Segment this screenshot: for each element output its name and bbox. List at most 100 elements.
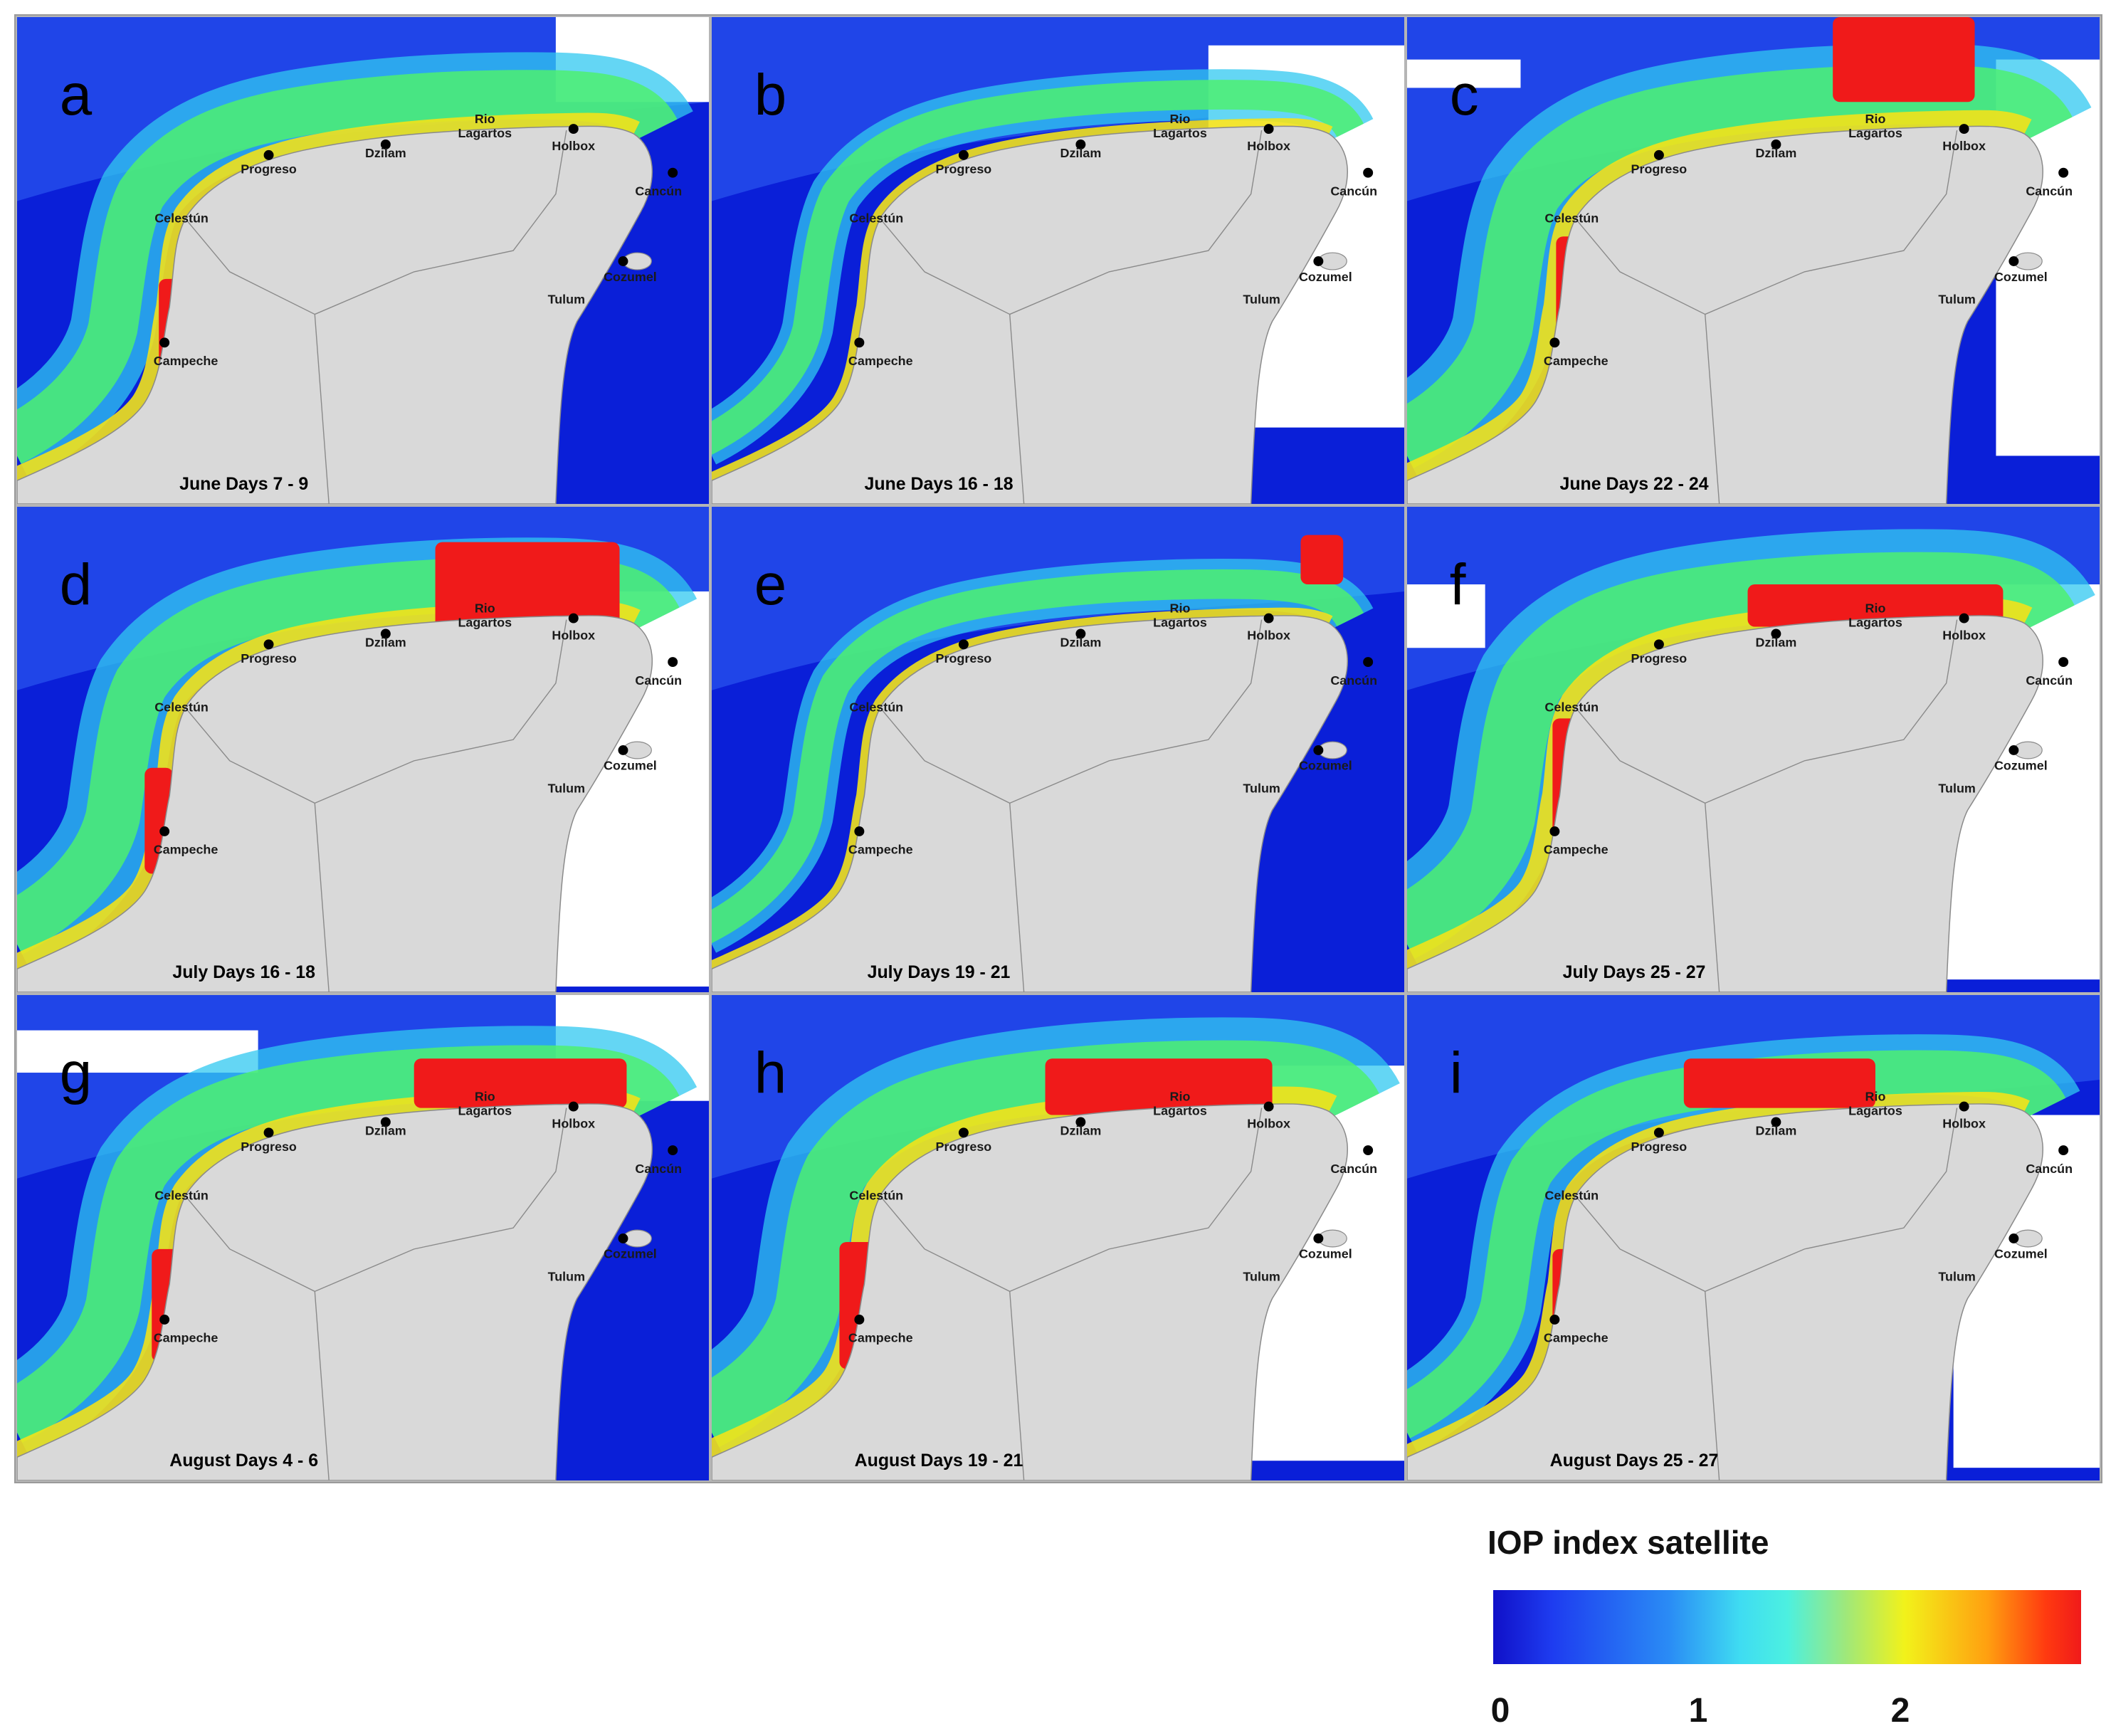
place-label-celestun: Celestún	[849, 211, 903, 225]
place-marker	[668, 1145, 678, 1156]
place-label-dzilam: Dzilam	[365, 1123, 406, 1137]
place-label-dzilam: Dzilam	[1756, 146, 1797, 160]
place-marker	[568, 1101, 579, 1112]
place-label-rio: Rio	[1170, 601, 1191, 616]
place-label-cancun: Cancún	[2026, 1162, 2073, 1176]
place-label-tulum: Tulum	[548, 782, 585, 796]
map-panel-g: g Progreso Dzilam Rio Lagartos Holbox Cancún C…	[16, 994, 710, 1482]
place-marker	[263, 149, 274, 160]
legend-title: IOP index satellite	[1488, 1524, 1769, 1561]
high-iop-patch	[414, 1058, 627, 1108]
place-marker	[1959, 613, 1969, 624]
high-iop-patch	[1833, 17, 1975, 102]
place-marker	[1549, 826, 1560, 836]
turbid-band-mid	[17, 70, 678, 464]
state-border	[186, 220, 330, 504]
place-label-campeche: Campeche	[848, 843, 913, 857]
place-marker	[958, 1127, 969, 1138]
place-marker	[1363, 167, 1374, 178]
place-label-cancun: Cancún	[2026, 673, 2073, 688]
place-marker	[2008, 745, 2019, 755]
map-panel-f: f Progreso Dzilam Rio Lagartos Holbox Cancún C…	[1406, 505, 2101, 994]
map-panel-h: h Progreso Dzilam Rio Lagartos Holbox Cancún C…	[710, 994, 1406, 1482]
state-border	[315, 1108, 567, 1292]
panel-letter: i	[1450, 1041, 1463, 1105]
place-label-lagartos: Lagartos	[458, 616, 512, 630]
place-label-cancun: Cancún	[2026, 184, 2073, 199]
place-label-rio: Rio	[1865, 112, 1886, 126]
map-panel-b: b Progreso Dzilam Rio Lagartos Holbox Cancún C…	[710, 16, 1406, 505]
place-label-progreso: Progreso	[241, 1140, 297, 1154]
place-label-dzilam: Dzilam	[1756, 635, 1797, 649]
place-label-rio: Rio	[475, 601, 495, 616]
place-label-lagartos: Lagartos	[1153, 616, 1207, 630]
place-marker	[854, 337, 865, 348]
place-marker	[159, 1315, 170, 1325]
place-marker	[1363, 1145, 1374, 1156]
place-label-cozumel: Cozumel	[1994, 1247, 2048, 1261]
high-iop-patch	[1300, 535, 1344, 585]
place-marker	[1313, 1233, 1324, 1243]
place-marker	[958, 639, 969, 650]
place-label-cancun: Cancún	[1330, 184, 1377, 199]
place-label-holbox: Holbox	[1247, 1116, 1290, 1130]
place-label-progreso: Progreso	[241, 651, 297, 666]
map-panel-e: e Progreso Dzilam Rio Lagartos Holbox Cancún C…	[710, 505, 1406, 994]
place-label-rio: Rio	[1170, 1090, 1191, 1104]
place-label-dzilam: Dzilam	[365, 146, 406, 160]
place-label-tulum: Tulum	[1938, 293, 1975, 307]
place-label-cozumel: Cozumel	[604, 270, 657, 284]
panel-date-label: August Days 19 - 21	[855, 1451, 1023, 1471]
place-marker	[1549, 337, 1560, 348]
place-marker	[1075, 1117, 1086, 1127]
place-marker	[380, 139, 391, 149]
place-marker	[1075, 628, 1086, 639]
place-label-cancun: Cancún	[1330, 1162, 1377, 1176]
map-panel-d: d Progreso Dzilam Rio Lagartos Holbox Cancún C…	[16, 505, 710, 994]
place-label-holbox: Holbox	[1942, 139, 1986, 153]
place-label-cozumel: Cozumel	[1994, 270, 2048, 284]
place-marker	[618, 256, 628, 266]
place-label-lagartos: Lagartos	[1848, 126, 1902, 140]
state-border	[1705, 1108, 1958, 1292]
nodata-area	[1407, 59, 1521, 88]
turbid-band-mid	[1407, 1050, 2066, 1438]
place-label-rio: Rio	[1170, 112, 1191, 126]
place-label-dzilam: Dzilam	[1060, 146, 1102, 160]
place-label-campeche: Campeche	[848, 1331, 913, 1345]
legend-colorbar	[1493, 1590, 2081, 1664]
map-panel-a: a Progreso Dzilam Rio Lagartos Holbox Cancún C…	[16, 16, 710, 505]
place-label-cozumel: Cozumel	[1994, 759, 2048, 773]
place-label-lagartos: Lagartos	[1848, 1104, 1902, 1118]
panel-date-label: June Days 22 - 24	[1559, 474, 1708, 494]
yucatan-land	[17, 125, 653, 504]
state-border	[1705, 130, 1958, 315]
place-label-campeche: Campeche	[1544, 1331, 1609, 1345]
place-label-progreso: Progreso	[1631, 162, 1688, 177]
place-label-holbox: Holbox	[552, 1116, 595, 1130]
legend-tick-2: 2	[1890, 1692, 1910, 1730]
place-marker	[568, 613, 579, 624]
place-label-cancun: Cancún	[1330, 673, 1377, 688]
place-marker	[159, 826, 170, 836]
place-label-holbox: Holbox	[552, 628, 595, 642]
panel-date-label: August Days 4 - 6	[169, 1451, 318, 1471]
place-label-campeche: Campeche	[154, 1331, 219, 1345]
place-marker	[1653, 639, 1664, 650]
place-marker	[1263, 613, 1274, 624]
place-label-dzilam: Dzilam	[365, 635, 406, 649]
place-marker	[854, 1315, 865, 1325]
place-marker	[2008, 1233, 2019, 1243]
place-marker	[1313, 745, 1324, 755]
state-border	[1009, 130, 1263, 315]
place-label-campeche: Campeche	[1544, 843, 1609, 857]
place-marker	[263, 1127, 274, 1138]
place-label-celestun: Celestún	[1544, 1189, 1599, 1203]
place-label-holbox: Holbox	[1942, 1116, 1986, 1130]
turbid-band-mid	[712, 569, 1364, 944]
place-label-tulum: Tulum	[548, 293, 585, 307]
panel-letter: d	[60, 552, 92, 617]
